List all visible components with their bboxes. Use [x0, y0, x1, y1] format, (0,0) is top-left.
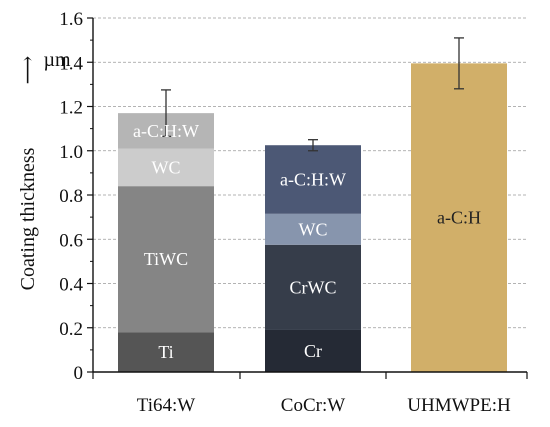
- y-tick-label: 0.4: [59, 275, 83, 296]
- y-axis-arrow: ⟶: [17, 56, 39, 85]
- error-bars: [161, 37, 464, 152]
- segment-label: WC: [152, 157, 181, 177]
- y-tick-label: 1.4: [59, 53, 83, 74]
- bar-segment: [265, 145, 361, 214]
- y-axis-unit: µm: [43, 49, 71, 71]
- segment-label: Ti: [158, 342, 173, 362]
- x-category-label: Ti64:W: [137, 395, 195, 416]
- x-category-label: UHMWPE:H: [407, 395, 511, 416]
- bar-segment: [118, 148, 214, 187]
- y-tick-label: 0.2: [59, 319, 83, 340]
- bar-segment: [265, 329, 361, 372]
- segment-label: a-C:H:W: [280, 170, 346, 190]
- y-tick-label: 0: [74, 363, 84, 384]
- y-tick-label: 0.8: [59, 186, 83, 207]
- labels: 0 0.2 0.4 0.6 0.8 1.0 1.2 1.4 1.6 Ti TiWC WC a-C:H:W…: [59, 9, 511, 416]
- y-axis-label: Coating thickness: [17, 147, 39, 290]
- x-category-label: CoCr:W: [281, 395, 345, 416]
- bar-segment: [411, 63, 507, 372]
- segment-label: TiWC: [144, 249, 188, 269]
- segment-label: Cr: [304, 341, 322, 361]
- segment-label: a-C:H: [437, 208, 481, 228]
- segment-label: CrWC: [290, 277, 337, 297]
- segment-label: a-C:H:W: [133, 121, 199, 141]
- y-tick-label: 1.0: [59, 142, 83, 163]
- bar-segment: [118, 186, 214, 333]
- segment-label: WC: [299, 219, 328, 239]
- y-tick-label: 1.6: [59, 9, 83, 30]
- axes: [87, 17, 528, 379]
- y-axis-title: Coating thickness ⟶ µm: [17, 49, 71, 290]
- bar-segment: [265, 244, 361, 330]
- y-tick-label: 1.2: [59, 98, 83, 119]
- y-tick-label: 0.6: [59, 230, 83, 251]
- bar-segment: [265, 213, 361, 245]
- bar-segment: [118, 332, 214, 372]
- bars: [118, 63, 507, 372]
